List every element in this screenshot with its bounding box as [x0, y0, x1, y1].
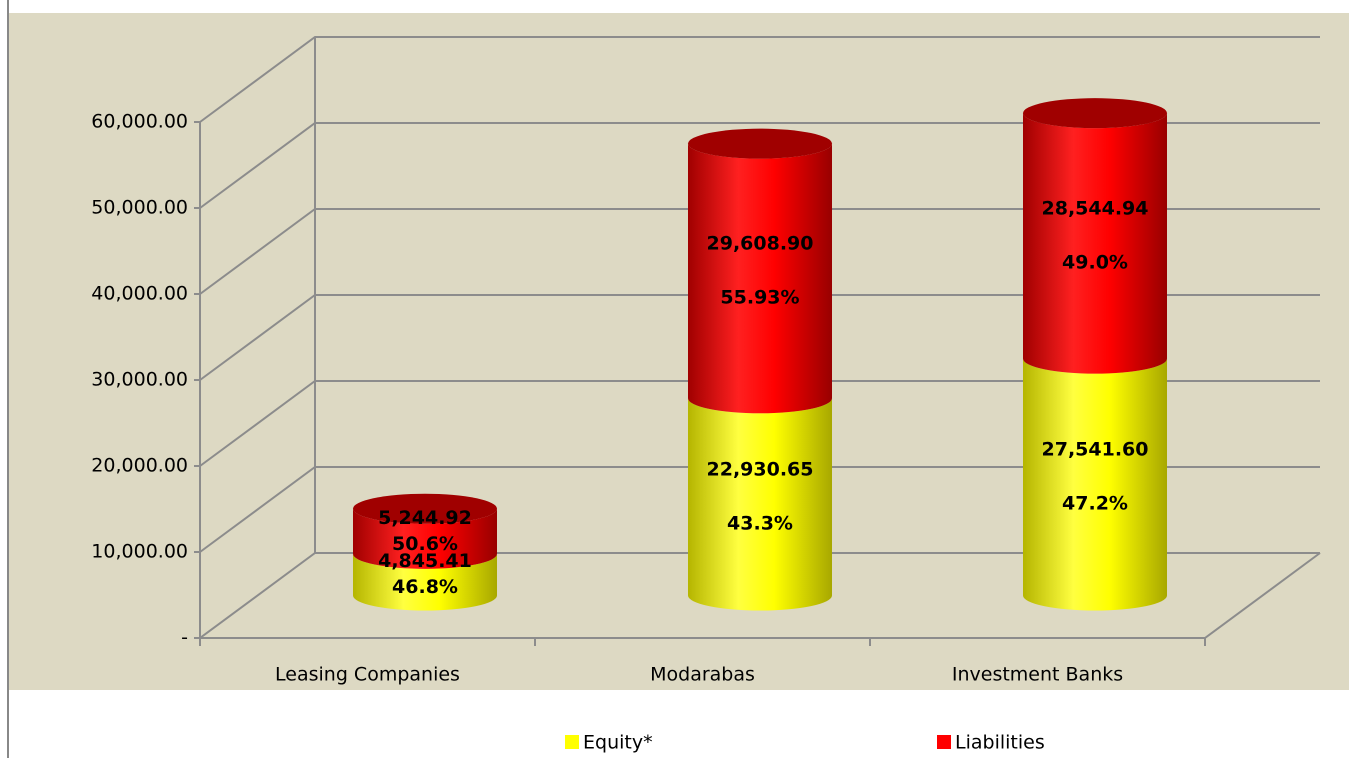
y-tick-label: 40,000.00 — [91, 283, 188, 305]
data-label: 22,930.65 — [707, 458, 814, 480]
grid-line — [199, 294, 1320, 381]
cylinder-segment — [688, 143, 832, 414]
y-tick-label: 30,000.00 — [91, 369, 188, 391]
grid-line — [199, 466, 1320, 553]
cylinder-segment — [688, 398, 832, 611]
cylinder-segment — [353, 553, 497, 611]
legend-label: Liabilities — [955, 732, 1045, 754]
x-tick-label: Leasing Companies — [275, 664, 460, 686]
legend-swatch — [565, 735, 579, 749]
grid-line — [199, 552, 1320, 639]
percent-label: 46.8% — [392, 576, 458, 598]
grid-line — [199, 208, 1320, 295]
x-tick-label: Modarabas — [650, 664, 755, 686]
grid-line — [199, 36, 1320, 123]
x-tick-label: Investment Banks — [952, 664, 1123, 686]
y-tick-label: 20,000.00 — [91, 455, 188, 477]
legend-label: Equity* — [583, 732, 653, 754]
data-label: 4,845.41 — [378, 550, 472, 572]
cylinder-top — [1023, 98, 1167, 129]
percent-label: 49.0% — [1062, 251, 1128, 273]
grid-line — [199, 122, 1320, 209]
cylinder-segment — [353, 508, 497, 569]
legend-swatch — [937, 735, 951, 749]
cylinder-segment — [1023, 358, 1167, 611]
y-tick-label: 10,000.00 — [91, 541, 188, 563]
cylinder-top — [688, 128, 832, 159]
grid-line — [199, 380, 1320, 467]
percent-label: 55.93% — [720, 286, 799, 308]
data-label: 27,541.60 — [1042, 439, 1149, 461]
cylinder-segment — [1023, 113, 1167, 374]
y-tick-label: 50,000.00 — [91, 197, 188, 219]
axis-line — [1204, 552, 1321, 639]
y-tick-label: 60,000.00 — [91, 111, 188, 133]
data-label: 5,244.92 — [378, 507, 472, 529]
cylinder-top — [353, 493, 497, 524]
percent-label: 43.3% — [727, 512, 793, 534]
percent-label: 47.2% — [1062, 493, 1128, 515]
data-label: 29,608.90 — [707, 232, 814, 254]
data-label: 28,544.94 — [1042, 197, 1149, 219]
y-tick-label: - — [181, 627, 188, 649]
percent-label: 50.6% — [392, 533, 458, 555]
